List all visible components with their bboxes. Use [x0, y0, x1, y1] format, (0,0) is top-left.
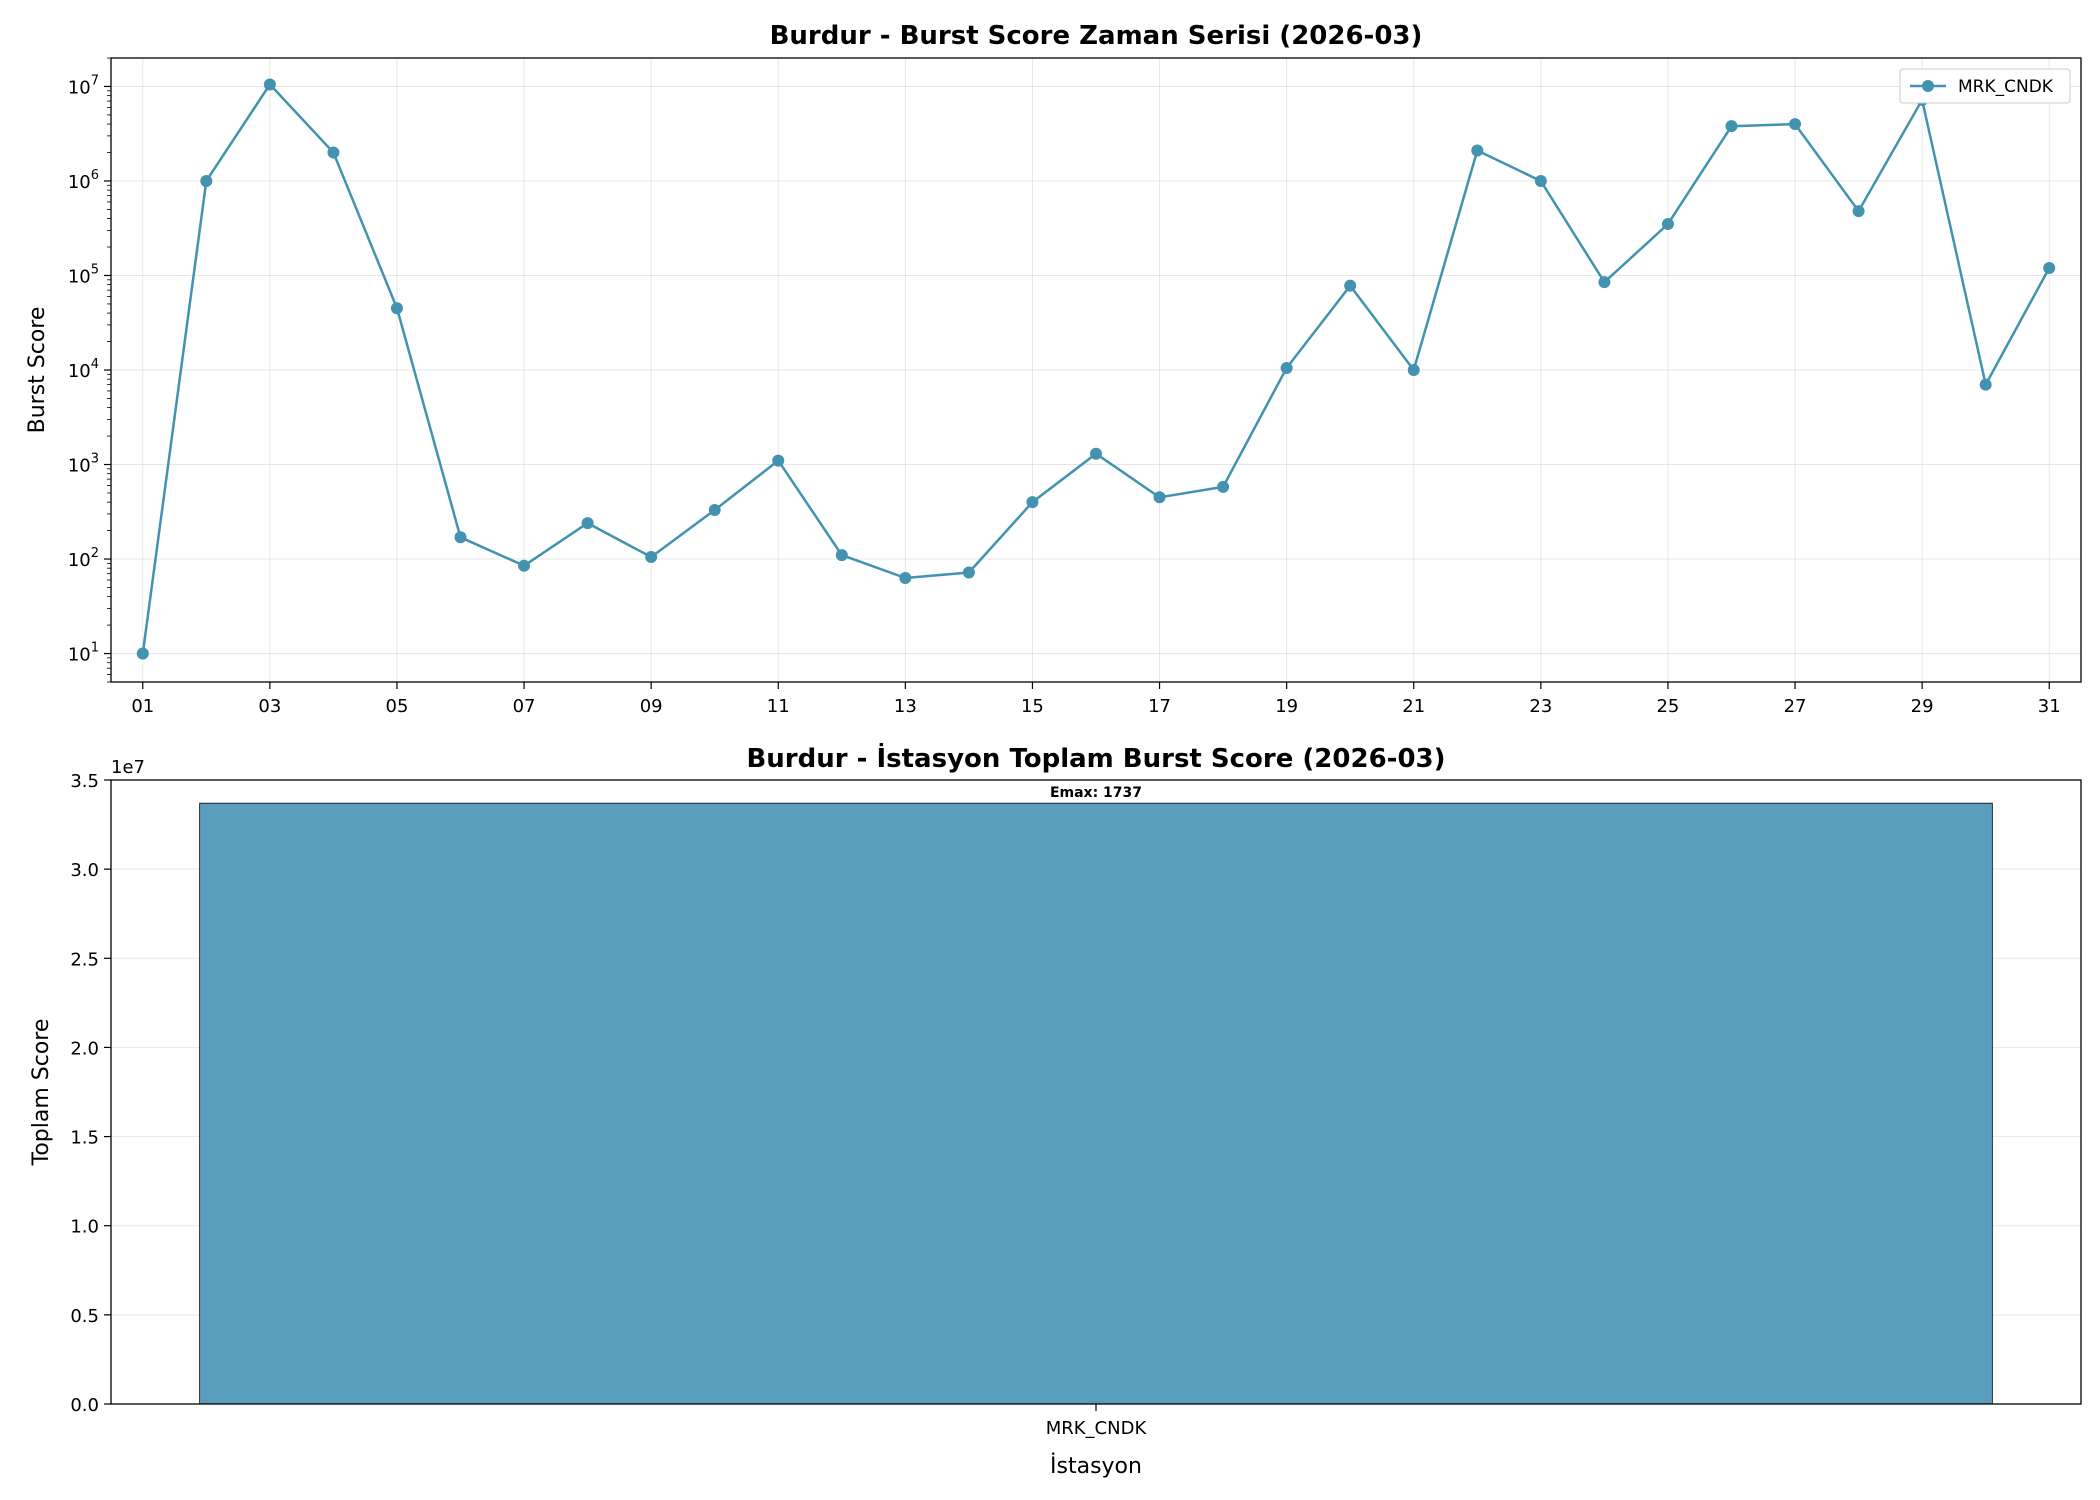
data-point	[1280, 361, 1293, 374]
bar-chart-frame	[110, 779, 2082, 1405]
legend-box	[1899, 68, 2071, 104]
x-tick-label: 01	[131, 696, 154, 717]
x-tick-label: MRK_CNDK	[1046, 1418, 1148, 1439]
legend-marker	[1922, 80, 1934, 92]
data-point	[1598, 276, 1611, 289]
x-tick-label: 27	[1784, 696, 1807, 717]
data-point	[1534, 174, 1547, 187]
data-point	[263, 78, 276, 91]
data-point	[1789, 118, 1802, 131]
data-point	[1090, 447, 1102, 460]
data-point	[1661, 218, 1674, 231]
data-point	[645, 551, 658, 564]
x-tick-label: 31	[2038, 696, 2061, 717]
x-tick-label: 13	[894, 696, 917, 717]
data-point	[962, 566, 975, 579]
y-tick-label: 0.0	[70, 1395, 99, 1416]
series-line-mrk-cndk	[141, 82, 2051, 654]
y-tick-label: 107	[68, 73, 99, 98]
data-point	[390, 302, 403, 315]
bar-annotation: Emax: 1737	[1050, 785, 1142, 801]
data-point	[1026, 496, 1039, 509]
line-chart-frame	[110, 57, 2082, 683]
bar-chart-y-axis: 0.0 0.5 1.0 1.5 2.0 2.5 3.0 3.5	[70, 771, 111, 1416]
data-point	[1725, 120, 1738, 133]
data-point	[1217, 480, 1230, 493]
bar	[199, 802, 1993, 1405]
line-chart-x-axis: 01 03 05 07 09 11 13 15 17 19 21 23 25 27 29 31	[131, 682, 2061, 717]
y-tick-label: 3.5	[70, 771, 99, 792]
x-tick-label: 11	[767, 696, 790, 717]
y-tick-label: 106	[68, 168, 99, 193]
y-tick-label: 101	[68, 641, 99, 666]
y-tick-label: 104	[68, 357, 99, 382]
data-point	[136, 647, 149, 660]
data-point	[200, 174, 213, 187]
x-tick-label: 09	[640, 696, 663, 717]
bar-chart-x-axis: MRK_CNDK	[1046, 1404, 1148, 1439]
data-point	[1153, 491, 1166, 504]
x-tick-label: 07	[513, 696, 536, 717]
data-point	[581, 517, 594, 530]
x-tick-label: 23	[1529, 696, 1552, 717]
y-tick-label: 3.0	[70, 860, 99, 881]
data-point	[708, 504, 721, 517]
data-point	[327, 146, 340, 159]
legend: MRK_CNDK	[1899, 68, 2071, 104]
y-tick-label: 0.5	[70, 1306, 99, 1327]
legend-label: MRK_CNDK	[1958, 77, 2054, 97]
data-point	[454, 531, 467, 544]
bar-chart-y-label: Toplam Score	[29, 1019, 54, 1167]
data-point	[1471, 144, 1484, 157]
y-tick-label: 105	[68, 262, 99, 287]
data-point	[1979, 378, 1992, 391]
x-tick-label: 17	[1148, 696, 1171, 717]
y-tick-label: 103	[68, 452, 99, 477]
line-chart-y-label: Burst Score	[25, 307, 50, 434]
y-tick-label: 1.5	[70, 1128, 99, 1149]
bar-chart-x-label: İstasyon	[1050, 1453, 1142, 1479]
data-point	[899, 571, 912, 584]
bar-chart-y-offset: 1e7	[111, 757, 145, 778]
data-point	[1407, 364, 1420, 376]
line-chart-title: Burdur - Burst Score Zaman Serisi (2026-…	[770, 21, 1423, 51]
data-point	[1344, 279, 1357, 292]
x-tick-label: 05	[386, 696, 409, 717]
y-tick-label: 1.0	[70, 1217, 99, 1238]
bar-chart: Burdur - İstasyon Toplam Burst Score (20…	[29, 742, 2082, 1479]
line-chart-grid	[111, 58, 2081, 682]
x-tick-label: 19	[1275, 696, 1298, 717]
data-point	[1852, 205, 1865, 218]
y-tick-label: 2.5	[70, 949, 99, 970]
data-point	[772, 454, 785, 467]
x-tick-label: 21	[1402, 696, 1425, 717]
data-point	[835, 549, 848, 562]
data-point	[2043, 262, 2056, 275]
line-chart-y-axis: 101 102 103 104 105 106 107	[68, 57, 111, 683]
x-tick-label: 29	[1911, 696, 1934, 717]
y-tick-label: 102	[68, 546, 99, 571]
x-tick-label: 03	[258, 696, 281, 717]
y-tick-label: 2.0	[70, 1038, 99, 1059]
line-chart: Burdur - Burst Score Zaman Serisi (2026-…	[25, 21, 2082, 717]
bar-chart-title: Burdur - İstasyon Toplam Burst Score (20…	[746, 742, 1445, 774]
bar-chart-bars: Emax: 1737	[199, 785, 1993, 1405]
x-tick-label: 25	[1656, 696, 1679, 717]
data-point	[518, 559, 531, 572]
series-points-mrk-cndk	[136, 78, 2056, 660]
x-tick-label: 15	[1021, 696, 1044, 717]
